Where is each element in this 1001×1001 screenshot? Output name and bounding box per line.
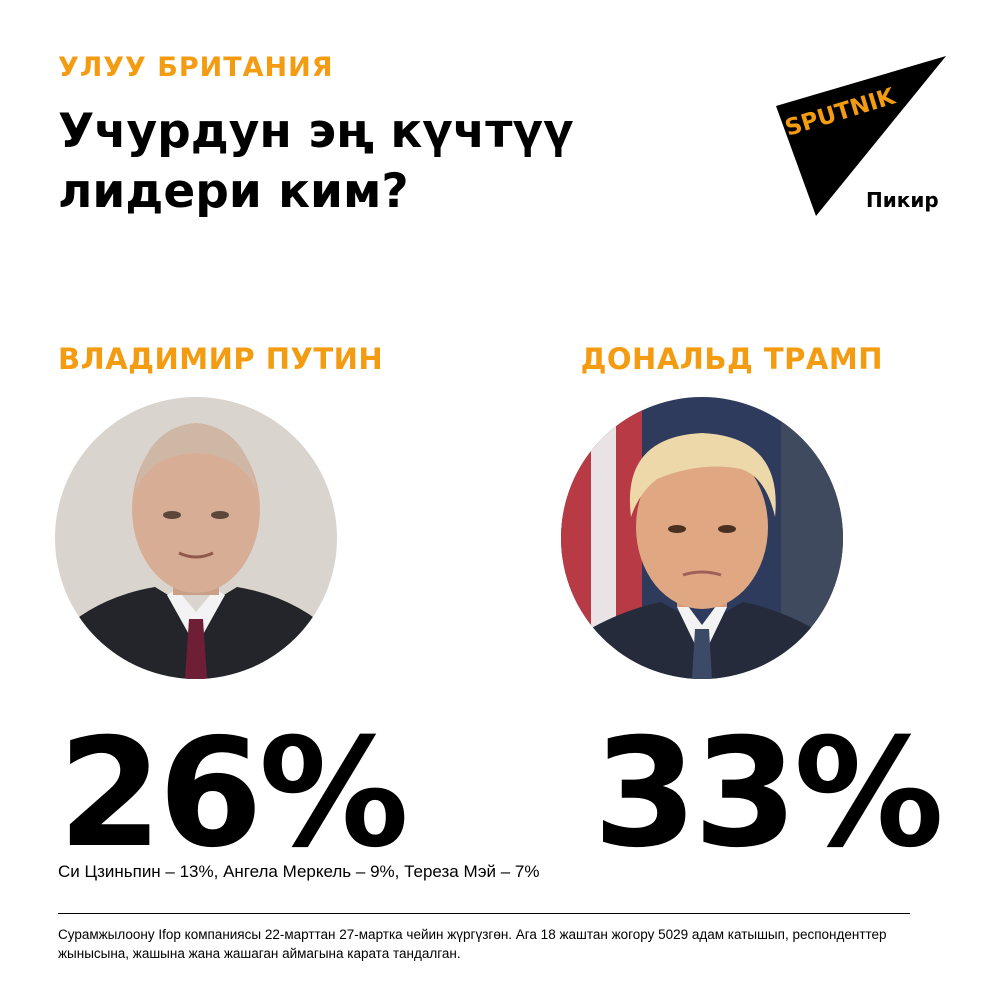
logo-subtitle: Пикир: [866, 188, 939, 212]
trump-portrait: [561, 397, 843, 679]
putin-portrait: [55, 397, 337, 679]
survey-footnote: Сурамжылоону Ifop компаниясы 22-марттан …: [58, 927, 887, 961]
sputnik-logo: SPUTNIK: [770, 50, 950, 220]
region-kicker: УЛУУ БРИТАНИЯ: [58, 52, 334, 83]
putin-percent: 26%: [58, 707, 409, 881]
candidate-name-trump: ДОНАЛЬД ТРАМП: [580, 342, 883, 376]
sputnik-triangle-icon: SPUTNIK: [776, 56, 946, 216]
page-title: Учурдун эң күчтүү лидери ким?: [58, 104, 574, 219]
trump-percent: 33%: [593, 707, 944, 881]
other-leaders-results: Си Цзиньпин – 13%, Ангела Меркель – 9%, …: [58, 862, 540, 881]
candidate-name-putin: ВЛАДИМИР ПУТИН: [58, 342, 384, 376]
footnote-divider: [58, 913, 910, 914]
